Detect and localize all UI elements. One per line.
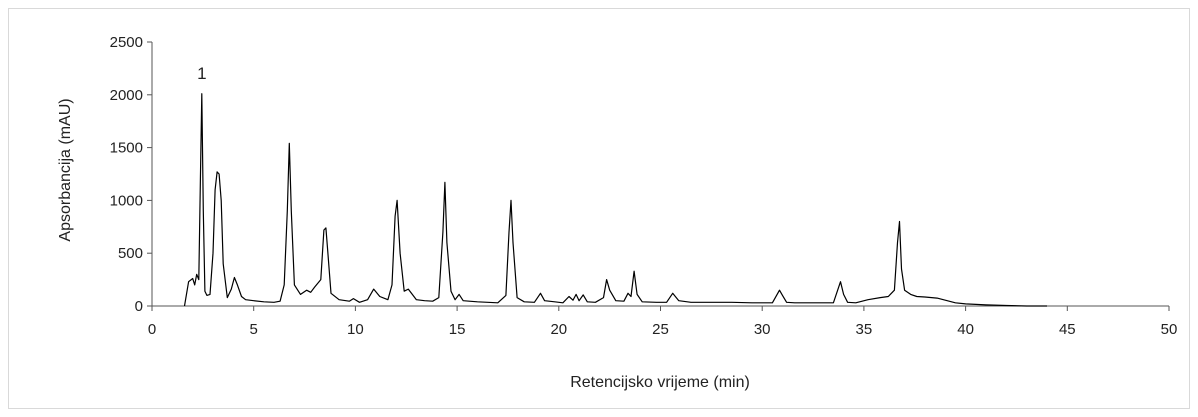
x-tick-label: 35 — [856, 321, 873, 338]
y-tick-label: 0 — [135, 298, 143, 315]
chart-frame: 0 500 1000 1500 2000 2500 0 5 10 15 20 25 30 35 40 45 5… — [8, 8, 1190, 409]
peak-label: 1 — [197, 64, 206, 83]
x-axis-title: Retencijsko vrijeme (min) — [570, 374, 750, 391]
y-axis-title: Apsorbancija (mAU) — [57, 98, 74, 241]
y-tick-label: 1000 — [110, 192, 143, 209]
y-tick-label: 2500 — [110, 34, 143, 51]
chromatogram-chart: 0 500 1000 1500 2000 2500 0 5 10 15 20 25 30 35 40 45 5… — [57, 34, 1178, 391]
x-tick-label: 5 — [250, 321, 258, 338]
x-axis: 0 5 10 15 20 25 30 35 40 45 50 — [148, 305, 1178, 338]
x-tick-label: 40 — [957, 321, 974, 338]
x-tick-label: 20 — [550, 321, 567, 338]
annotations: 1 — [197, 64, 206, 83]
x-tick-label: 50 — [1161, 321, 1178, 338]
y-tick-label: 1500 — [110, 140, 143, 157]
x-tick-label: 45 — [1059, 321, 1076, 338]
chromatogram-trace — [183, 93, 1047, 307]
x-tick-label: 0 — [148, 321, 156, 338]
y-tick-label: 2000 — [110, 87, 143, 104]
x-tick-label: 30 — [754, 321, 771, 338]
y-tick-label: 500 — [118, 245, 143, 262]
y-axis: 0 500 1000 1500 2000 2500 — [110, 34, 153, 315]
x-tick-label: 25 — [652, 321, 669, 338]
x-tick-label: 15 — [449, 321, 466, 338]
x-tick-label: 10 — [347, 321, 364, 338]
